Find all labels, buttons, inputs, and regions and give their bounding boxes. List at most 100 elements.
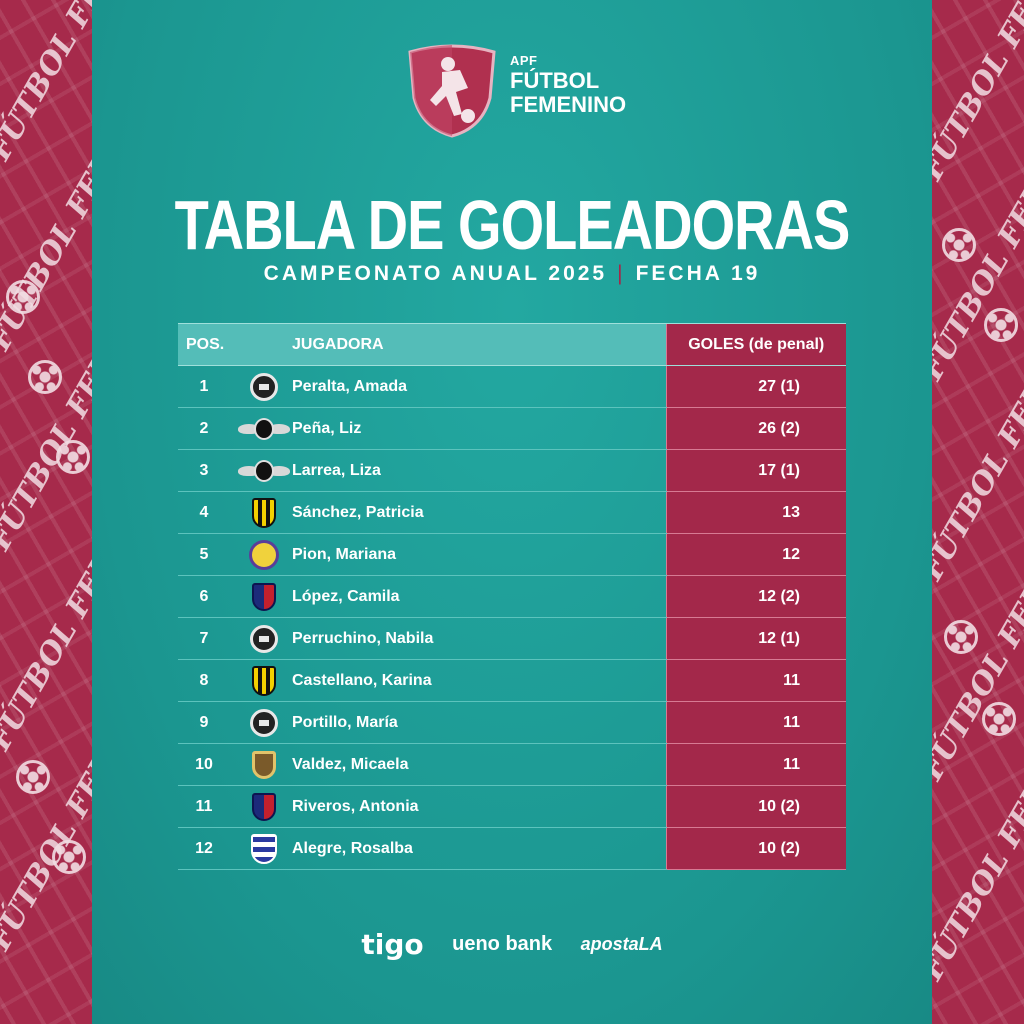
header-pos: POS. — [178, 323, 236, 366]
row-player-name: Sánchez, Patricia — [292, 491, 666, 534]
row-position: 10 — [178, 743, 236, 786]
pattern-text: FÚTBOL FEM — [932, 0, 1024, 187]
subtitle-round: FECHA 19 — [635, 262, 761, 285]
row-position: 7 — [178, 617, 236, 660]
row-crest-cell — [236, 827, 292, 870]
row-position: 3 — [178, 449, 236, 492]
sponsor-ueno-logo: ueno bank — [452, 933, 553, 955]
header-crest — [236, 323, 292, 366]
row-position: 8 — [178, 659, 236, 702]
row-player-name: Larrea, Liza — [292, 449, 666, 492]
apf-futbol-femenino-logo — [408, 44, 496, 138]
club-crest-cerro-icon — [252, 582, 276, 611]
sponsor-aposta-logo: apostaLA — [580, 934, 663, 954]
row-crest-cell — [236, 491, 292, 534]
sponsors-bar: tigo ueno bank apostaLA — [92, 928, 932, 961]
table-row: 6 López, Camila 12 (2) — [178, 575, 846, 618]
row-goals: 12 (1) — [665, 617, 846, 660]
row-position: 4 — [178, 491, 236, 534]
club-crest-olimpia-icon — [250, 624, 278, 653]
logo-line-2: FEMENINO — [510, 92, 627, 117]
club-crest-libertad-icon — [238, 417, 290, 440]
club-crest-valdez-icon — [252, 750, 276, 779]
row-crest-cell — [236, 659, 292, 702]
row-player-name: Portillo, María — [292, 701, 666, 744]
table-row: 7 Perruchino, Nabila 12 (1) — [178, 617, 846, 660]
subtitle-separator: | — [617, 262, 626, 285]
soccer-ball-icon — [6, 280, 40, 314]
soccer-ball-icon — [982, 702, 1016, 736]
logo-line-1: FÚTBOL — [510, 68, 600, 93]
soccer-ball-icon — [52, 840, 86, 874]
table-row: 3 Larrea, Liza 17 (1) — [178, 449, 846, 492]
row-crest-cell — [236, 365, 292, 408]
row-crest-cell — [236, 449, 292, 492]
table-row: 8 Castellano, Karina 11 — [178, 659, 846, 702]
row-goals: 13 — [665, 491, 846, 534]
row-goals: 11 — [665, 659, 846, 702]
row-player-name: Perruchino, Nabila — [292, 617, 666, 660]
soccer-ball-icon — [16, 760, 50, 794]
pattern-text: FÚTBOL FEM — [932, 768, 1024, 987]
row-position: 9 — [178, 701, 236, 744]
subtitle-championship: CAMPEONATO ANUAL 2025 — [263, 262, 608, 285]
row-goals: 10 (2) — [665, 785, 846, 828]
row-position: 2 — [178, 407, 236, 450]
table-row: 10 Valdez, Micaela 11 — [178, 743, 846, 786]
table-row: 11 Riveros, Antonia 10 (2) — [178, 785, 846, 828]
row-goals: 11 — [665, 701, 846, 744]
row-goals: 11 — [665, 743, 846, 786]
table-row: 2 Peña, Liz 26 (2) — [178, 407, 846, 450]
row-player-name: Pion, Mariana — [292, 533, 666, 576]
club-crest-olimpia-icon — [250, 708, 278, 737]
row-position: 5 — [178, 533, 236, 576]
header-player: JUGADORA — [292, 323, 666, 366]
row-player-name: Alegre, Rosalba — [292, 827, 666, 870]
logo-wordmark: APF FÚTBOL FEMENINO — [510, 54, 626, 118]
table-row: 4 Sánchez, Patricia 13 — [178, 491, 846, 534]
club-crest-cerro-icon — [252, 792, 276, 821]
header-goals: GOLES (de penal) — [665, 323, 846, 366]
row-player-name: Castellano, Karina — [292, 659, 666, 702]
soccer-ball-icon — [944, 620, 978, 654]
club-crest-guarani-icon — [252, 665, 276, 696]
row-position: 1 — [178, 365, 236, 408]
row-crest-cell — [236, 785, 292, 828]
left-pattern-panel: FÚTBOL FEM FÚTBOL FEM FÚTBOL FEM FÚTBOL … — [0, 0, 92, 1024]
pattern-text: FÚTBOL FEM — [932, 568, 1024, 787]
logo-apf: APF — [510, 53, 538, 68]
row-player-name: Peralta, Amada — [292, 365, 666, 408]
row-player-name: Riveros, Antonia — [292, 785, 666, 828]
pattern-text: FÚTBOL FEM — [0, 0, 92, 167]
club-crest-sportivo-icon — [249, 539, 279, 570]
soccer-ball-icon — [56, 440, 90, 474]
pattern-text: FÚTBOL FEM — [932, 368, 1024, 587]
pattern-text: FÚTBOL FEM — [0, 138, 92, 357]
table-row: 12 Alegre, Rosalba 10 (2) — [178, 827, 846, 870]
table-row: 5 Pion, Mariana 12 — [178, 533, 846, 576]
soccer-ball-icon — [942, 228, 976, 262]
row-crest-cell — [236, 407, 292, 450]
row-goals: 12 (2) — [665, 575, 846, 618]
club-crest-guarani-icon — [252, 497, 276, 528]
row-goals: 17 (1) — [665, 449, 846, 492]
right-pattern-panel: FÚTBOL FEM FÚTBOL FEM FÚTBOL FEM FÚTBOL … — [932, 0, 1024, 1024]
table-row: 1 Peralta, Amada 27 (1) — [178, 365, 846, 408]
row-crest-cell — [236, 701, 292, 744]
pattern-text: FÚTBOL FEM — [932, 168, 1024, 387]
soccer-ball-icon — [28, 360, 62, 394]
row-crest-cell — [236, 743, 292, 786]
row-crest-cell — [236, 575, 292, 618]
scorers-table: POS. JUGADORA GOLES (de penal) 1 Peralta,… — [178, 323, 846, 870]
row-goals: 12 — [665, 533, 846, 576]
soccer-ball-icon — [984, 308, 1018, 342]
pattern-text: FÚTBOL FEM — [0, 538, 92, 757]
row-position: 12 — [178, 827, 236, 870]
row-goals: 26 (2) — [665, 407, 846, 450]
table-header-row: POS. JUGADORA GOLES (de penal) — [178, 323, 846, 366]
row-crest-cell — [236, 617, 292, 660]
page-title: TABLA DE GOLEADORAS — [174, 185, 851, 264]
row-position: 6 — [178, 575, 236, 618]
sponsor-tigo-logo: tigo — [361, 928, 424, 961]
club-crest-libertad-icon — [238, 459, 290, 482]
